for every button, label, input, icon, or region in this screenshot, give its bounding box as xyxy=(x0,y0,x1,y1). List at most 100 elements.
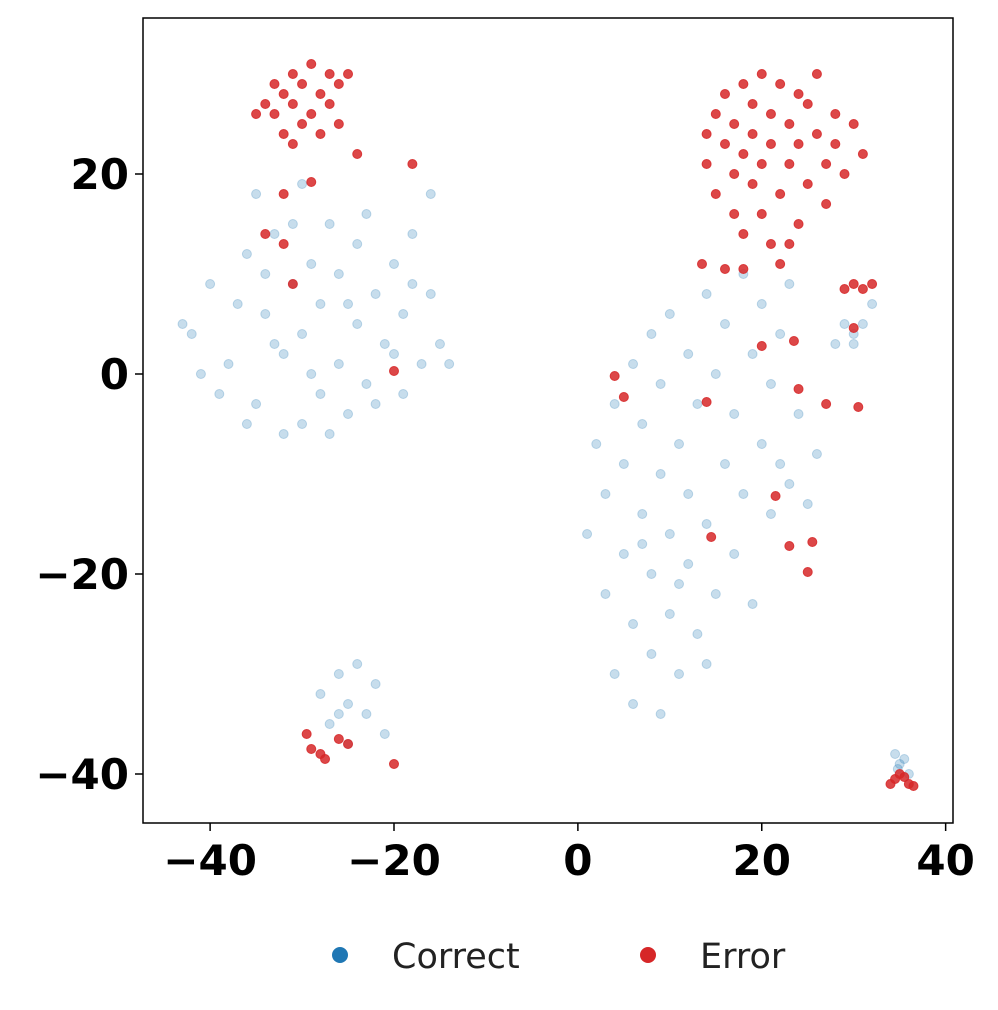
point xyxy=(747,599,758,609)
point xyxy=(269,109,280,119)
point xyxy=(251,399,262,409)
point xyxy=(719,139,730,149)
point xyxy=(830,109,841,119)
point xyxy=(811,129,822,139)
point xyxy=(214,389,225,399)
point xyxy=(710,109,721,119)
point xyxy=(701,397,712,407)
point xyxy=(628,359,639,369)
point xyxy=(738,79,749,89)
point xyxy=(297,179,308,189)
x-tick-label: −40 xyxy=(163,836,257,885)
point xyxy=(361,209,372,219)
point xyxy=(333,119,344,129)
point xyxy=(306,177,317,187)
point xyxy=(416,359,427,369)
point xyxy=(811,449,822,459)
x-tick-label: 20 xyxy=(733,836,791,885)
point xyxy=(398,309,409,319)
point xyxy=(710,369,721,379)
point xyxy=(324,99,335,109)
point xyxy=(315,389,326,399)
point xyxy=(278,89,289,99)
point xyxy=(747,99,758,109)
point xyxy=(444,359,455,369)
point xyxy=(260,309,271,319)
point xyxy=(287,219,298,229)
point xyxy=(710,189,721,199)
point xyxy=(899,754,910,764)
point xyxy=(269,229,280,239)
point xyxy=(738,229,749,239)
point xyxy=(269,79,280,89)
point xyxy=(186,329,197,339)
point xyxy=(352,659,363,669)
point xyxy=(260,269,271,279)
point xyxy=(683,559,694,569)
point xyxy=(747,349,758,359)
point xyxy=(646,329,657,339)
point xyxy=(839,284,850,294)
point xyxy=(223,359,234,369)
point xyxy=(674,439,685,449)
point xyxy=(306,369,317,379)
point xyxy=(324,719,335,729)
point xyxy=(618,549,629,559)
point xyxy=(729,209,740,219)
point xyxy=(297,119,308,129)
point xyxy=(729,119,740,129)
point xyxy=(664,529,675,539)
point xyxy=(793,409,804,419)
point xyxy=(793,384,804,394)
point xyxy=(600,589,611,599)
point xyxy=(729,409,740,419)
point xyxy=(306,744,317,754)
point xyxy=(765,379,776,389)
point xyxy=(701,659,712,669)
point xyxy=(324,69,335,79)
plot-frame xyxy=(142,17,954,824)
point xyxy=(770,491,781,501)
point xyxy=(370,289,381,299)
point xyxy=(278,129,289,139)
y-tick-label: −20 xyxy=(35,550,129,599)
point xyxy=(839,169,850,179)
point xyxy=(333,669,344,679)
point xyxy=(425,189,436,199)
point xyxy=(407,159,418,169)
point xyxy=(683,349,694,359)
point xyxy=(756,299,767,309)
point xyxy=(600,489,611,499)
point xyxy=(683,489,694,499)
legend-label: Correct xyxy=(392,937,520,977)
point xyxy=(701,129,712,139)
point xyxy=(609,371,620,381)
point xyxy=(738,149,749,159)
point xyxy=(407,229,418,239)
point xyxy=(177,319,188,329)
series-group xyxy=(251,59,919,791)
point xyxy=(609,399,620,409)
point xyxy=(646,649,657,659)
point xyxy=(287,69,298,79)
point xyxy=(848,323,859,333)
point xyxy=(343,299,354,309)
point xyxy=(793,89,804,99)
point xyxy=(765,509,776,519)
point xyxy=(738,264,749,274)
point xyxy=(195,369,206,379)
point xyxy=(719,459,730,469)
point xyxy=(324,429,335,439)
point xyxy=(315,89,326,99)
point xyxy=(765,239,776,249)
point xyxy=(775,459,786,469)
point xyxy=(287,139,298,149)
x-tick-label: 0 xyxy=(563,836,592,885)
point xyxy=(434,339,445,349)
y-tick-label: 0 xyxy=(100,350,129,399)
point xyxy=(756,69,767,79)
point xyxy=(765,139,776,149)
point xyxy=(637,539,648,549)
point xyxy=(793,219,804,229)
point xyxy=(320,754,331,764)
